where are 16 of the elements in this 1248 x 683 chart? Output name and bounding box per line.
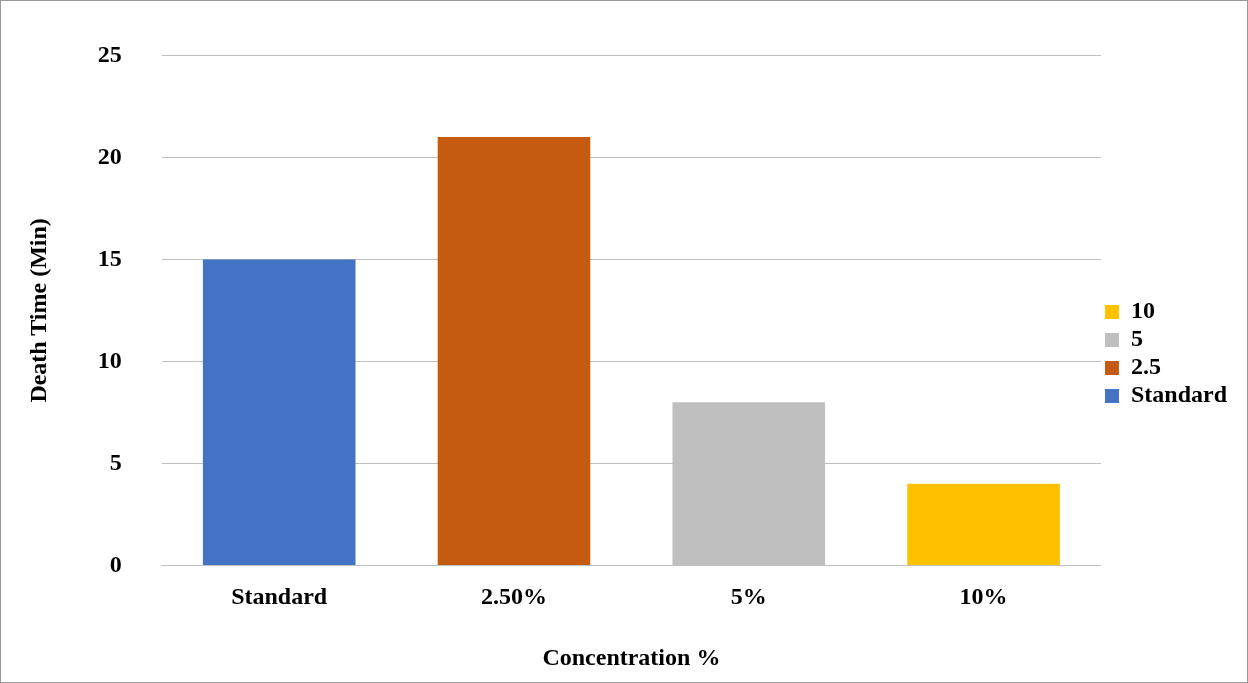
x-axis-title: Concentration % [542, 643, 721, 670]
legend-label: 10 [1130, 297, 1155, 324]
legend-label: 5 [1130, 325, 1143, 352]
x-tick-label: 2.50% [480, 583, 547, 609]
x-tick-label: 5% [730, 583, 767, 609]
legend-label: Standard [1130, 381, 1228, 408]
y-tick-label: 10 [97, 346, 122, 373]
y-axis-title: Death Time (Min) [24, 218, 51, 403]
legend-label: 2.5 [1130, 353, 1161, 380]
y-tick-label: 5 [109, 448, 122, 475]
y-tick-label: 0 [109, 550, 122, 577]
x-tick-label: 10% [959, 583, 1008, 609]
y-tick-label: 15 [97, 244, 122, 271]
x-tick-label: Standard [231, 583, 328, 609]
y-tick-label: 25 [97, 40, 122, 67]
y-tick-label: 20 [97, 142, 122, 169]
